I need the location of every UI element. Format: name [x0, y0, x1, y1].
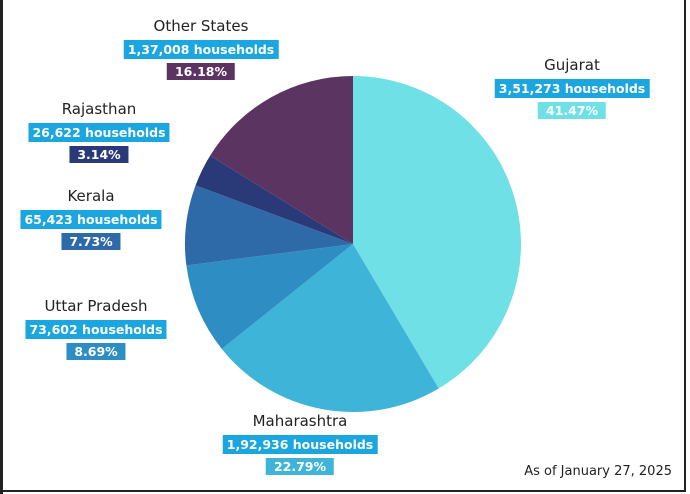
pie-slice-other-states — [210, 76, 353, 244]
percent-label: 22.79% — [265, 458, 335, 475]
pie-slice-rajasthan — [195, 155, 353, 244]
pie-slice-gujarat — [353, 76, 521, 389]
frame-border-left — [0, 0, 3, 494]
date-note: As of January 27, 2025 — [524, 464, 672, 479]
percent-label: 3.14% — [69, 146, 129, 163]
frame-border-right — [684, 0, 686, 492]
slice-label-maharashtra: Maharashtra 1,92,936 households 22.79% — [222, 412, 378, 475]
state-name: Rajasthan — [61, 100, 137, 118]
households-label: 1,37,008 households — [123, 40, 279, 59]
slice-label-other-states: Other States 1,37,008 households 16.18% — [123, 17, 279, 80]
slice-label-uttar-pradesh: Uttar Pradesh 73,602 households 8.69% — [25, 297, 167, 360]
percent-label: 7.73% — [61, 233, 121, 250]
state-name: Other States — [153, 17, 249, 35]
percent-label: 16.18% — [166, 63, 236, 80]
slice-label-kerala: Kerala 65,423 households 7.73% — [20, 187, 162, 250]
slice-label-gujarat: Gujarat 3,51,273 households 41.47% — [494, 56, 650, 119]
households-label: 1,92,936 households — [222, 435, 378, 454]
pie-slice-maharashtra — [221, 244, 439, 412]
state-name: Kerala — [67, 187, 115, 205]
households-label: 73,602 households — [25, 320, 167, 339]
pie-slice-uttar-pradesh — [186, 244, 353, 349]
percent-label: 41.47% — [537, 102, 607, 119]
state-name: Uttar Pradesh — [44, 297, 148, 315]
slice-label-rajasthan: Rajasthan 26,622 households 3.14% — [28, 100, 170, 163]
percent-label: 8.69% — [66, 343, 126, 360]
households-label: 3,51,273 households — [494, 79, 650, 98]
households-label: 26,622 households — [28, 123, 170, 142]
frame-border-bottom — [0, 490, 686, 492]
state-name: Maharashtra — [252, 412, 348, 430]
pie-slice-kerala — [185, 185, 353, 266]
households-label: 65,423 households — [20, 210, 162, 229]
state-name: Gujarat — [544, 56, 600, 74]
